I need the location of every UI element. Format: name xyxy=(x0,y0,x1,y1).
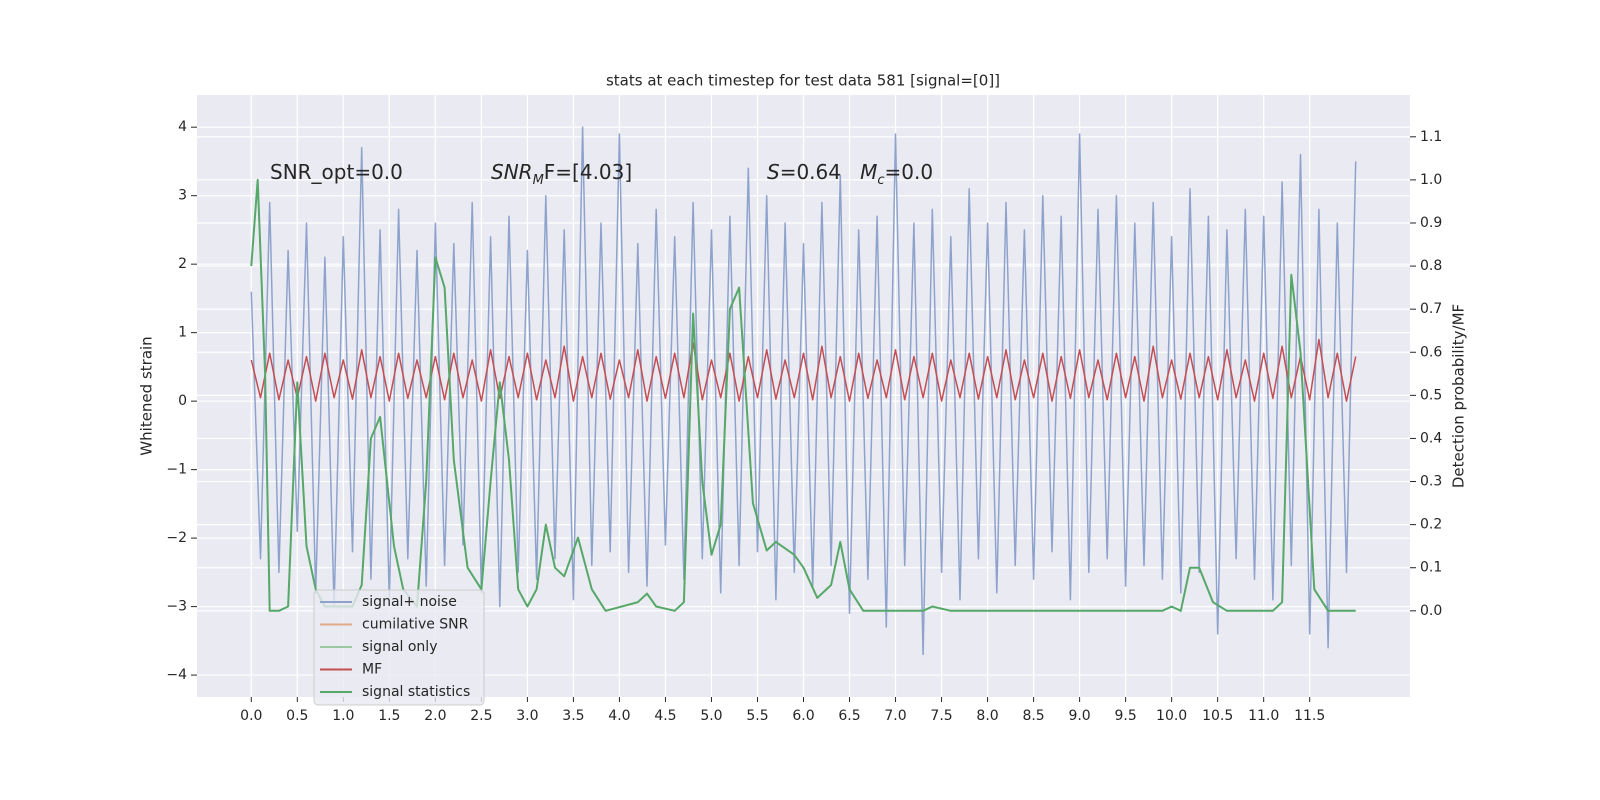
legend-label: cumilative SNR xyxy=(362,617,469,633)
x-tick-label: 10.0 xyxy=(1156,708,1187,724)
annotations: SNR_opt=0.0 SNRMF=[4.03] S=0.64 Mc=0.0 xyxy=(270,160,933,189)
annotation-part: c xyxy=(877,173,884,188)
y2-tick-label: 0.8 xyxy=(1420,258,1442,274)
x-tick-label: 3.5 xyxy=(562,708,584,724)
y2-tick-label: 1.0 xyxy=(1420,172,1442,188)
annotation-part: SNR xyxy=(491,160,533,184)
y-tick-label: −1 xyxy=(166,462,187,478)
y2-tick-label: 0.1 xyxy=(1420,560,1442,576)
y2-tick-label: 0.9 xyxy=(1420,215,1442,231)
legend-label: signal statistics xyxy=(362,684,470,700)
axes: 0.0 0.5 1.0 1.5 2.0 2.5 3.0 3.5 4.0 4.5 5.0 5.5 6.0 6… xyxy=(166,119,1442,724)
x-tick-label: 10.5 xyxy=(1202,708,1233,724)
x-tick-label: 3.0 xyxy=(516,708,538,724)
x-tick-label: 9.0 xyxy=(1068,708,1090,724)
x-tick-label: 7.5 xyxy=(930,708,952,724)
x-tick-label: 8.5 xyxy=(1022,708,1044,724)
x-tick-label: 11.5 xyxy=(1294,708,1325,724)
series-line xyxy=(250,178,1356,612)
x-tick-label: 6.0 xyxy=(792,708,814,724)
y-tick-label: 2 xyxy=(178,256,187,272)
x-tick-label: 8.0 xyxy=(976,708,998,724)
chart-title: stats at each timestep for test data 581… xyxy=(606,72,1000,90)
legend-label: signal only xyxy=(362,639,437,655)
y2-tick-label: 1.1 xyxy=(1420,129,1442,145)
annotation-part: SNR_opt=0.0 xyxy=(270,160,403,184)
x-tick-label: 1.5 xyxy=(378,708,400,724)
x-tick-label: 6.5 xyxy=(838,708,860,724)
y-tick-label: 3 xyxy=(178,188,187,204)
annotation-part: S xyxy=(767,160,780,184)
y2-tick-label: 0.5 xyxy=(1420,387,1442,403)
annotation-part: =0.0 xyxy=(885,160,934,184)
y-tick-label: 4 xyxy=(178,119,187,135)
x-tick-label: 5.0 xyxy=(700,708,722,724)
x-tick-label: 4.5 xyxy=(654,708,676,724)
x-tick-label: 7.0 xyxy=(884,708,906,724)
y-tick-label: −3 xyxy=(166,599,187,615)
legend-label: signal+ noise xyxy=(362,594,457,610)
x-tick-label: 9.5 xyxy=(1114,708,1136,724)
y2-axis-label: Detection probability/MF xyxy=(1450,304,1468,488)
y-tick-label: 0 xyxy=(178,393,187,409)
x-tick-label: 0.0 xyxy=(240,708,262,724)
y-tick-label: 1 xyxy=(178,325,187,341)
y-tick-label: −4 xyxy=(166,667,187,683)
y-tick-label: −2 xyxy=(166,530,187,546)
x-tick-label: 2.5 xyxy=(470,708,492,724)
annotation-part: =0.64 xyxy=(780,160,860,184)
annotation-part: F=[4.03] xyxy=(544,160,632,184)
marks xyxy=(250,126,1357,656)
legend-box xyxy=(313,589,485,706)
series-line xyxy=(250,338,1357,402)
y2-tick-label: 0.6 xyxy=(1420,344,1442,360)
x-tick-label: 5.5 xyxy=(746,708,768,724)
annotation: S=0.64 Mc=0.0 xyxy=(767,160,933,189)
y2-tick-label: 0.4 xyxy=(1420,430,1442,446)
annotation: SNRMF=[4.03] xyxy=(491,160,632,189)
x-tick-label: 2.0 xyxy=(424,708,446,724)
series-line xyxy=(250,126,1357,656)
x-tick-label: 1.0 xyxy=(332,708,354,724)
legend-label: MF xyxy=(362,662,382,678)
annotation: SNR_opt=0.0 xyxy=(270,160,403,184)
x-tick-label: 0.5 xyxy=(286,708,308,724)
annotation-part: M xyxy=(533,173,544,188)
y2-tick-label: 0.2 xyxy=(1420,517,1442,533)
legend: signal+ noise cumilative SNR signal only MF… xyxy=(313,589,485,706)
y2-tick-label: 0.3 xyxy=(1420,474,1442,490)
y2-tick-label: 0.0 xyxy=(1420,603,1442,619)
y2-tick-label: 0.7 xyxy=(1420,301,1442,317)
x-tick-label: 4.0 xyxy=(608,708,630,724)
y-axis-label: Whitened strain xyxy=(138,336,156,455)
annotation-part: M xyxy=(860,160,877,184)
x-tick-label: 11.0 xyxy=(1248,708,1279,724)
